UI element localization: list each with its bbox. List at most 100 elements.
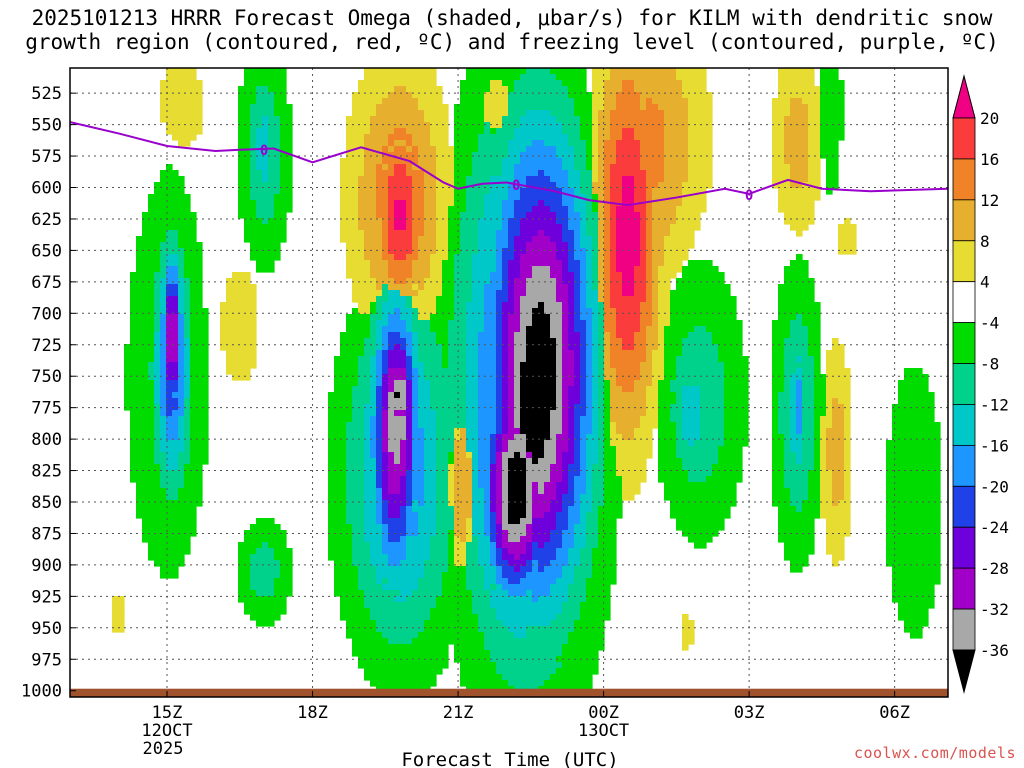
omega-cell <box>784 212 815 219</box>
omega-cell <box>220 326 257 333</box>
omega-cell <box>526 632 569 639</box>
omega-cell <box>574 626 605 633</box>
omega-cell <box>790 566 803 573</box>
omega-cell <box>664 338 683 345</box>
omega-cell <box>598 458 605 465</box>
omega-cell <box>640 146 665 153</box>
omega-cell <box>184 296 191 303</box>
omega-cell <box>574 152 587 159</box>
omega-cell <box>154 314 161 321</box>
omega-cell <box>700 410 725 417</box>
omega-cell <box>490 536 497 543</box>
omega-cell <box>130 308 155 315</box>
omega-cell <box>646 338 659 345</box>
omega-cell <box>370 314 383 321</box>
omega-cell <box>358 206 377 213</box>
omega-cell <box>454 152 473 159</box>
omega-cell <box>406 512 419 519</box>
omega-cell <box>790 170 809 177</box>
omega-cell <box>376 326 383 333</box>
omega-cell <box>532 512 545 519</box>
omega-cell <box>676 212 701 219</box>
colorbar-label: 16 <box>980 150 999 169</box>
omega-cell <box>790 434 803 441</box>
omega-cell <box>574 200 587 207</box>
omega-cell <box>586 332 593 339</box>
omega-cell <box>778 68 815 75</box>
omega-cell <box>220 314 257 321</box>
omega-cell <box>778 74 815 81</box>
omega-cell <box>574 206 587 213</box>
omega-cell <box>898 602 935 609</box>
omega-cell <box>598 542 617 549</box>
omega-cell <box>166 320 179 327</box>
omega-cell <box>646 254 653 261</box>
omega-cell <box>580 560 593 567</box>
omega-cell <box>370 398 377 405</box>
omega-cell <box>784 338 809 345</box>
omega-cell <box>808 482 821 489</box>
omega-cell <box>424 446 437 453</box>
omega-cell <box>826 380 851 387</box>
omega-cell <box>508 374 515 381</box>
omega-cell <box>556 494 563 501</box>
omega-cell <box>646 326 659 333</box>
omega-cell <box>400 512 407 519</box>
omega-cell <box>790 104 809 111</box>
omega-cell <box>592 122 599 129</box>
omega-cell <box>466 206 485 213</box>
omega-cell <box>466 410 479 417</box>
omega-cell <box>688 122 713 129</box>
omega-cell <box>370 266 389 273</box>
omega-cell <box>154 350 161 357</box>
omega-cell <box>406 416 413 423</box>
omega-cell <box>640 92 683 99</box>
omega-cell <box>478 620 503 627</box>
omega-cell <box>436 308 455 315</box>
omega-cell <box>454 458 473 465</box>
omega-cell <box>580 470 587 477</box>
omega-cell <box>448 248 461 255</box>
omega-cell <box>610 410 647 417</box>
omega-cell <box>256 590 275 597</box>
omega-cell <box>148 374 155 381</box>
omega-cell <box>538 170 545 177</box>
omega-cell <box>448 476 455 483</box>
omega-cell <box>478 146 509 153</box>
omega-cell <box>688 164 713 171</box>
omega-cell <box>604 344 611 351</box>
omega-cell <box>580 314 593 321</box>
omega-cell <box>592 236 599 243</box>
omega-cell <box>520 566 533 573</box>
omega-cell <box>652 230 671 237</box>
omega-cell <box>508 146 527 153</box>
omega-cell <box>382 224 389 231</box>
omega-cell <box>442 260 455 267</box>
omega-cell <box>340 602 365 609</box>
omega-cell <box>472 152 509 159</box>
omega-cell <box>520 218 557 225</box>
omega-cell <box>796 458 803 465</box>
omega-cell <box>556 278 563 285</box>
omega-cell <box>400 440 407 447</box>
omega-cell <box>772 380 785 387</box>
omega-cell <box>166 236 179 243</box>
omega-cell <box>586 392 593 399</box>
omega-cell <box>790 422 797 429</box>
omega-cell <box>250 254 281 261</box>
omega-cell <box>412 494 425 501</box>
freezing-level-label: 0 <box>512 178 520 194</box>
omega-cell <box>388 638 413 645</box>
omega-cell <box>184 254 203 261</box>
omega-cell <box>466 194 485 201</box>
omega-cell <box>268 176 281 183</box>
omega-cell <box>508 386 515 393</box>
omega-cell <box>634 344 647 351</box>
pressure-tick-label: 925 <box>31 587 62 607</box>
omega-cell <box>826 434 845 441</box>
omega-cell <box>592 140 599 147</box>
omega-cell <box>226 290 257 297</box>
omega-cell <box>376 626 425 633</box>
omega-cell <box>634 188 647 195</box>
omega-cell <box>394 146 407 153</box>
